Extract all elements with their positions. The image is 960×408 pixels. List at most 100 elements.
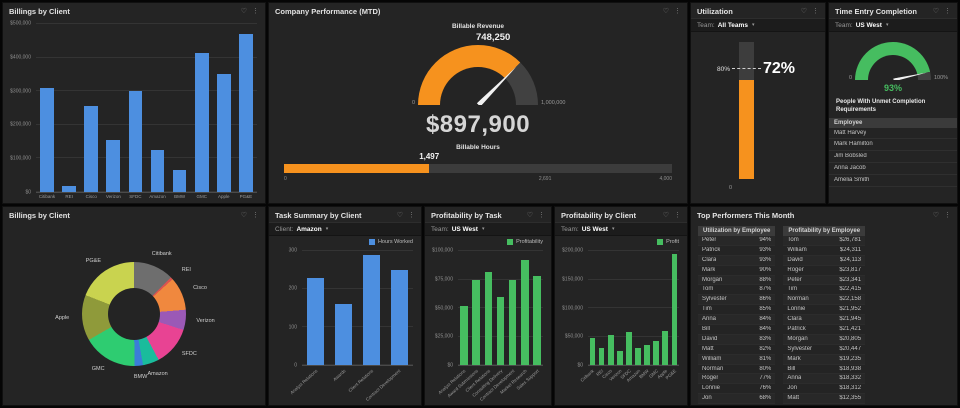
cell-name: Anna xyxy=(702,316,717,323)
cell-value: 84% xyxy=(759,326,772,333)
favorite-icon[interactable]: ♡ xyxy=(240,8,247,15)
bar-bmw xyxy=(644,345,650,365)
gauge-max-label: 100% xyxy=(934,75,949,81)
cell-name: Sylvester xyxy=(702,296,727,303)
bar-analyst-relations xyxy=(307,277,325,365)
x-tick-label: SFDC xyxy=(129,194,142,200)
kebab-menu-icon[interactable]: ⋮ xyxy=(944,8,951,15)
team-filter[interactable]: Team: US West ▾ xyxy=(829,18,957,32)
chevron-down-icon[interactable]: ▾ xyxy=(481,226,485,232)
gridline xyxy=(588,278,679,280)
bar-citibank xyxy=(40,87,54,193)
team-select-value[interactable]: US West xyxy=(855,21,882,29)
filter-label: Team: xyxy=(431,225,449,233)
team-select-value[interactable]: US West xyxy=(581,225,608,233)
table-row: David $24,113 xyxy=(783,255,866,266)
kebab-menu-icon[interactable]: ⋮ xyxy=(408,212,415,219)
y-axis: $0 $100,000 $200,000 $300,000 $400,000 $500,0… xyxy=(7,21,33,195)
table-row: Tom $26,781 xyxy=(783,236,866,246)
gridline xyxy=(302,364,413,365)
kebab-menu-icon[interactable]: ⋮ xyxy=(944,212,951,219)
kebab-menu-icon[interactable]: ⋮ xyxy=(674,212,681,219)
favorite-icon[interactable]: ♡ xyxy=(240,212,247,219)
favorite-icon[interactable]: ♡ xyxy=(932,212,939,219)
table-row: Jon 68% xyxy=(698,394,776,405)
x-tick-label: REI xyxy=(65,194,73,200)
slice-label-apple: Apple xyxy=(55,315,70,322)
panel-actions: ♡ ⋮ xyxy=(241,8,259,15)
slice-label-citibank: Citibank xyxy=(151,251,172,258)
gauge-min-label: 0 xyxy=(411,100,415,106)
x-tick-label: Verizon xyxy=(105,194,121,200)
chevron-down-icon[interactable]: ▾ xyxy=(325,226,329,232)
panel-time-entry-completion: Time Entry Completion ♡ ⋮ Team: US West … xyxy=(828,2,958,204)
panel-header: Top Performers This Month ♡ ⋮ xyxy=(691,207,957,222)
client-filter[interactable]: Client: Amazon ▾ xyxy=(269,222,421,236)
cell-value: 68% xyxy=(759,395,772,402)
profitability-by-task-chart: $0 $25,000 $50,000 $75,000 $100,000 Analyst R… xyxy=(425,245,551,405)
cell-name: Morgan xyxy=(787,335,808,342)
panel-header: Company Performance (MTD) ♡ ⋮ xyxy=(269,3,687,18)
favorite-icon[interactable]: ♡ xyxy=(526,212,533,219)
kebab-menu-icon[interactable]: ⋮ xyxy=(538,212,545,219)
panel-actions: ♡ ⋮ xyxy=(801,8,819,15)
panel-company-performance: Company Performance (MTD) ♡ ⋮ Billable R… xyxy=(268,2,688,204)
gridline xyxy=(36,23,257,24)
favorite-icon[interactable]: ♡ xyxy=(932,8,939,15)
chevron-down-icon[interactable]: ▾ xyxy=(611,226,615,232)
team-select-value[interactable]: US West xyxy=(451,225,478,233)
favorite-icon[interactable]: ♡ xyxy=(800,8,807,15)
billable-hours-bar: 1,497 0 2,691 4,000 xyxy=(284,152,672,186)
panel-title: Billings by Client xyxy=(9,7,70,16)
team-select-value[interactable]: All Teams xyxy=(717,21,748,29)
kebab-menu-icon[interactable]: ⋮ xyxy=(252,212,259,219)
panel-actions: ♡ ⋮ xyxy=(663,8,681,15)
y-tick-label: 300 xyxy=(288,247,297,254)
y-axis: $0 $50,000 $100,000 $150,000 $200,000 xyxy=(559,248,585,368)
x-axis: Citibank REI Cisco Verizon SFDC Amazon BMW GMC A… xyxy=(580,366,679,402)
cell-value: $24,311 xyxy=(839,246,862,253)
table-row: Mark 90% xyxy=(698,266,776,276)
y-tick-label: $200,000 xyxy=(10,121,31,128)
kebab-menu-icon[interactable]: ⋮ xyxy=(812,8,819,15)
legend-swatch xyxy=(507,239,514,245)
bars xyxy=(458,251,543,365)
cell-name: Bill xyxy=(787,365,796,372)
favorite-icon[interactable]: ♡ xyxy=(396,212,403,219)
kebab-menu-icon[interactable]: ⋮ xyxy=(674,8,681,15)
table-row: Norman 80% xyxy=(698,365,776,375)
table-row: Peter 94% xyxy=(698,236,776,246)
chevron-down-icon[interactable]: ▾ xyxy=(885,22,889,28)
panel-header: Task Summary by Client ♡ ⋮ xyxy=(269,207,421,222)
plot-area xyxy=(302,250,413,366)
cell-name: Morgan xyxy=(702,276,723,283)
y-axis: $0 $25,000 $50,000 $75,000 $100,000 xyxy=(429,248,455,368)
table-row: Jim Bobsled xyxy=(829,151,957,164)
team-filter[interactable]: Team: US West ▾ xyxy=(555,222,687,236)
gridline xyxy=(302,326,413,328)
bar-analyst-relations xyxy=(460,305,468,365)
legend: Profit xyxy=(555,236,687,245)
cell-value: $12,355 xyxy=(839,395,862,402)
x-tick-label: PG&E xyxy=(664,368,678,381)
filter-label: Client: xyxy=(275,225,294,233)
cell-name: Patrick xyxy=(702,246,721,253)
favorite-icon[interactable]: ♡ xyxy=(662,212,669,219)
cell-value: $21,945 xyxy=(839,316,862,323)
client-select-value[interactable]: Amazon xyxy=(296,225,322,233)
cell-value: 86% xyxy=(759,296,772,303)
table-row: Patrick 93% xyxy=(698,246,776,256)
team-filter[interactable]: Team: All Teams ▾ xyxy=(691,18,825,32)
favorite-icon[interactable]: ♡ xyxy=(662,8,669,15)
kebab-menu-icon[interactable]: ⋮ xyxy=(252,8,259,15)
bar-pg-e xyxy=(671,253,678,365)
cell-value: 81% xyxy=(759,355,772,362)
filter-label: Team: xyxy=(835,21,853,29)
cell-value: $21,952 xyxy=(839,306,862,313)
chevron-down-icon[interactable]: ▾ xyxy=(751,22,755,28)
team-filter[interactable]: Team: US West ▾ xyxy=(425,222,551,236)
x-tick-label: BMW xyxy=(174,194,186,200)
x-tick-label: Apple xyxy=(218,194,230,200)
x-tick-label: Contract Development xyxy=(365,368,402,402)
